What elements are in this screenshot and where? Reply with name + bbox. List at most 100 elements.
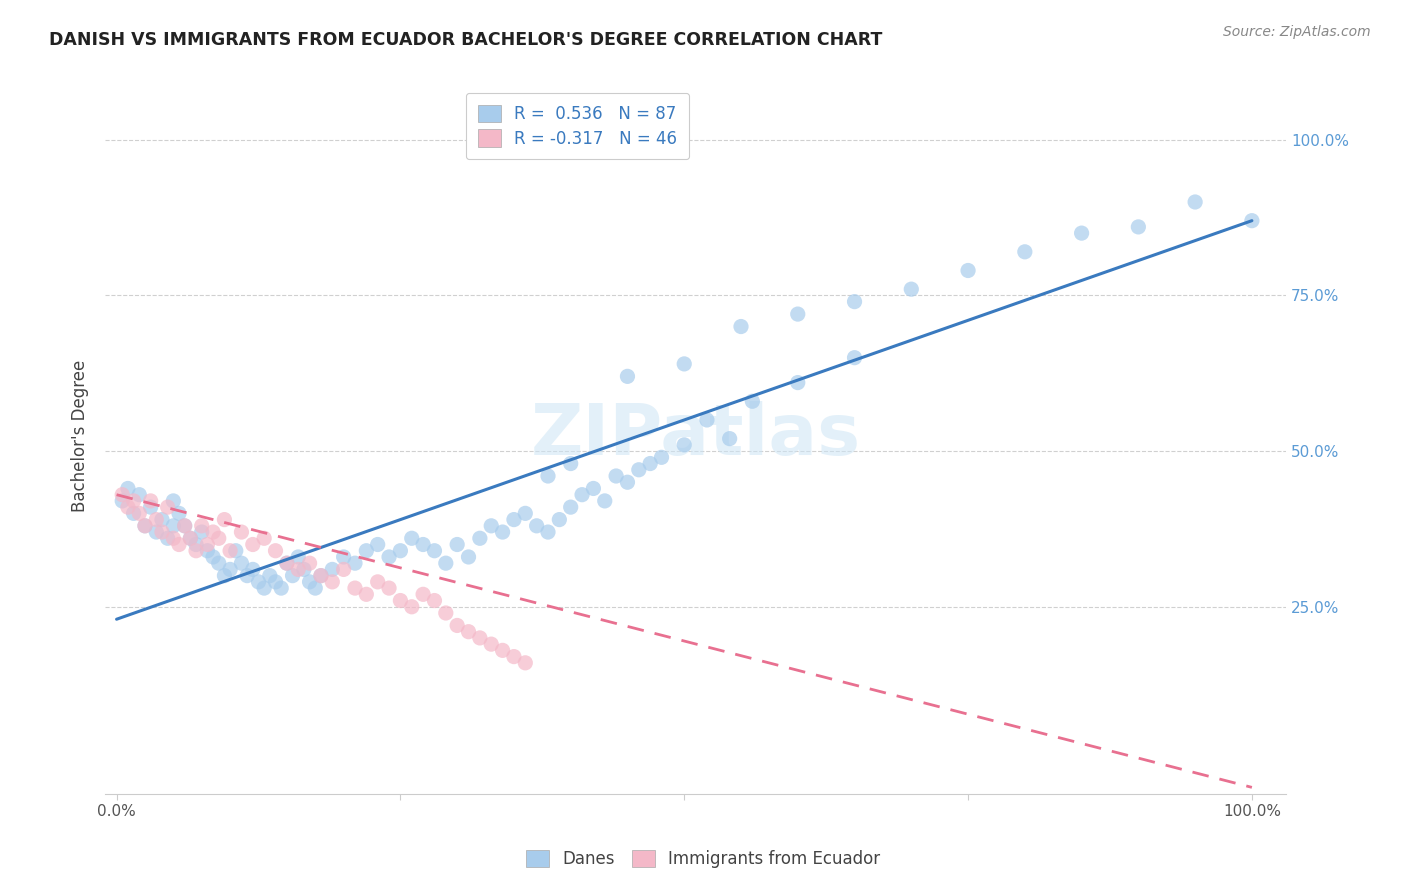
Point [457,549,479,564]
Point [616,475,638,490]
Point [264,543,287,558]
Point [560,457,582,471]
Point [1128,219,1150,234]
Point [503,513,526,527]
Point [184,543,207,558]
Point [1014,244,1036,259]
Point [167,507,190,521]
Point [389,543,412,558]
Text: DANISH VS IMMIGRANTS FROM ECUADOR BACHELOR'S DEGREE CORRELATION CHART: DANISH VS IMMIGRANTS FROM ECUADOR BACHEL… [49,31,883,49]
Point [167,537,190,551]
Point [145,513,167,527]
Point [162,494,184,508]
Point [128,488,150,502]
Point [356,587,378,601]
Point [651,450,673,465]
Point [236,568,259,582]
Point [479,518,502,533]
Point [276,556,298,570]
Point [292,562,315,576]
Point [378,581,401,595]
Point [128,507,150,521]
Point [468,531,491,545]
Point [718,432,741,446]
Point [173,518,195,533]
Point [423,543,446,558]
Point [139,494,162,508]
Point [253,581,276,595]
Point [264,574,287,589]
Point [356,543,378,558]
Point [332,562,354,576]
Point [309,568,332,582]
Point [179,531,201,545]
Point [343,556,366,570]
Point [150,513,173,527]
Point [321,574,343,589]
Point [515,656,537,670]
Point [150,524,173,539]
Point [287,562,309,576]
Point [957,263,980,277]
Point [202,549,225,564]
Point [139,500,162,515]
Point [276,556,298,570]
Point [259,568,281,582]
Point [526,518,548,533]
Point [537,469,560,483]
Point [434,556,457,570]
Point [696,413,718,427]
Point [673,438,696,452]
Point [673,357,696,371]
Point [571,488,593,502]
Point [122,494,145,508]
Point [593,494,616,508]
Point [214,568,236,582]
Point [537,524,560,539]
Point [117,482,139,496]
Point [730,319,752,334]
Point [162,531,184,545]
Point [197,543,219,558]
Point [401,599,423,614]
Point [446,618,468,632]
Point [287,549,309,564]
Legend: Danes, Immigrants from Ecuador: Danes, Immigrants from Ecuador [517,842,889,877]
Point [190,518,212,533]
Point [242,562,264,576]
Point [231,524,253,539]
Point [515,507,537,521]
Point [225,543,247,558]
Point [503,649,526,664]
Point [298,574,321,589]
Point [900,282,922,296]
Point [214,513,236,527]
Point [446,537,468,551]
Point [401,531,423,545]
Point [844,294,866,309]
Point [786,307,808,321]
Y-axis label: Bachelor's Degree: Bachelor's Degree [72,359,89,512]
Point [122,507,145,521]
Point [190,524,212,539]
Point [627,463,650,477]
Point [111,488,134,502]
Point [156,500,179,515]
Point [117,500,139,515]
Point [389,593,412,607]
Point [134,518,156,533]
Point [242,537,264,551]
Point [1184,194,1206,209]
Point [786,376,808,390]
Point [378,549,401,564]
Point [412,587,434,601]
Point [202,524,225,539]
Point [162,518,184,533]
Point [134,518,156,533]
Point [332,549,354,564]
Point [844,351,866,365]
Point [616,369,638,384]
Point [1070,226,1092,240]
Point [184,537,207,551]
Point [321,562,343,576]
